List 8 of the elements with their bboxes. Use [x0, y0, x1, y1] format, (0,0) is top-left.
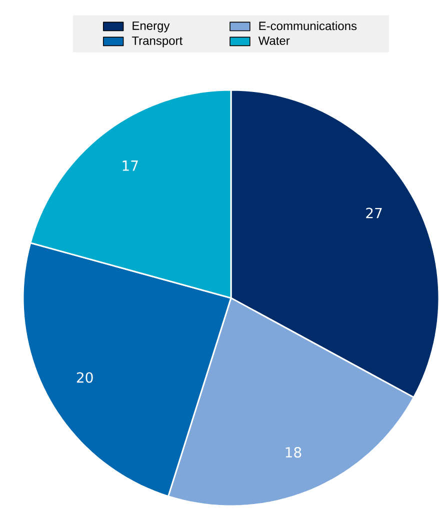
data-label: 20: [76, 372, 93, 383]
data-label: 18: [286, 447, 302, 458]
data-label: 17: [122, 160, 138, 171]
legend-label: Transport: [132, 36, 183, 48]
legend-label: Energy: [132, 22, 170, 32]
legend-label: E-communications: [259, 21, 357, 30]
data-label: 27: [366, 208, 382, 218]
legend-label: Water: [258, 36, 290, 45]
